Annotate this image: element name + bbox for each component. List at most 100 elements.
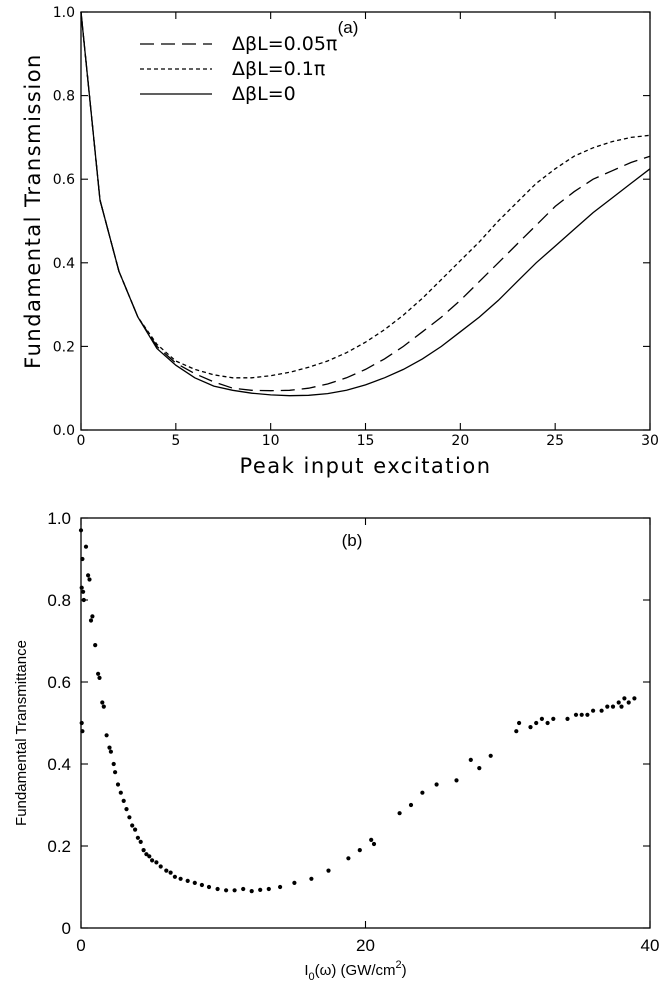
data-point [224,888,229,893]
data-point [100,700,105,705]
data-point [172,874,177,879]
data-point [97,675,102,681]
panel-b-y-tick-label: 0.6 [47,673,71,692]
data-point [185,878,190,884]
data-point [96,671,101,676]
data-point [539,716,545,722]
x-title-main: I [304,962,308,979]
data-point [107,745,112,750]
panel-a-x-tick-label: 25 [546,433,564,449]
data-point [420,790,425,795]
data-point [90,614,95,619]
data-point [115,782,121,787]
data-point [585,712,590,717]
data-point [141,848,146,853]
data-point [78,528,84,533]
data-point [371,841,377,847]
data-point [118,790,123,795]
data-point [357,848,362,853]
panel-b-x-tick-label: 0 [76,936,85,955]
data-point [79,585,84,590]
x-title-superscript: 2 [396,959,402,971]
data-point [111,761,116,767]
panel-b-y-tick-label: 0 [62,919,71,938]
panel-a-x-tick-label: 20 [451,433,469,449]
data-point [266,886,271,892]
data-point [534,720,539,726]
panel-b-x-tick-label: 40 [641,936,660,955]
panel-b-x-tick-label: 20 [356,936,375,955]
data-point [168,870,173,875]
panel-a-x-tick-label: 15 [357,433,375,449]
data-point [164,868,169,873]
data-point [622,696,627,701]
panel-a-legend: ΔβL=0.05π ΔβL=0.1π ΔβL=0 [140,33,337,105]
panel-b-y-tick-label: 0.8 [47,591,71,610]
data-point [468,757,473,763]
data-point [88,618,94,623]
data-point [147,854,152,859]
data-point [605,704,610,709]
panel-a-series-line-dotted [80,11,651,379]
data-point [79,720,84,726]
data-point [632,696,637,701]
data-point [616,700,621,705]
data-point [591,708,596,713]
x-title-subscript: 0 [309,971,315,983]
data-point [80,556,85,562]
data-point [83,544,89,549]
panel-a-x-axis-title: Peak input excitation [239,454,491,478]
data-point [101,704,106,709]
data-point [579,712,584,717]
panel-b-y-axis-title: Fundamental Transmittance [13,640,30,826]
data-point [408,802,414,808]
x-title-end: ) [402,962,407,979]
data-point [178,876,183,881]
legend-label: ΔβL=0 [232,83,296,105]
panel-b-points [78,528,637,894]
panel-a-y-axis-title: Fundamental Transmission [21,53,45,369]
data-point [309,876,314,881]
data-point [477,766,482,771]
data-point [108,749,113,754]
panel-a-y-tick-label: 0.0 [53,423,75,439]
data-point [130,823,135,828]
legend-label: ΔβL=0.1π [232,58,325,80]
data-point [104,733,109,738]
data-point [528,725,533,730]
panel-b-x-ticks: 0 20 40 [76,518,659,955]
panel-a-x-tick-label: 0 [77,433,86,449]
data-point [150,858,155,863]
data-point [113,770,118,775]
panel-a-label: (a) [338,18,359,37]
panel-a-y-tick-label: 0.8 [53,89,75,105]
panel-a-frame [80,11,651,431]
data-point [241,886,246,892]
data-point [87,577,92,582]
data-point [154,860,159,865]
data-point [86,573,91,578]
data-point [626,700,631,705]
panel-b-label: (b) [342,531,363,550]
data-point [258,887,263,893]
data-point [206,884,212,890]
data-point [249,889,254,894]
data-point [93,643,98,648]
panel-a-x-tick-label: 30 [641,433,659,449]
data-point [292,880,297,886]
panel-a-x-ticks: 0 5 10 15 20 25 30 [77,12,659,449]
data-point [573,712,579,717]
panel-a-x-tick-label: 10 [262,433,280,449]
panel-b-x-axis-title: I0(ω) (GW/cm2) [304,959,406,983]
data-point [551,716,556,722]
panel-a: 0 5 10 15 20 25 30 0.0 0.2 0.4 0.6 0.8 1.0 Peak inp… [21,5,659,478]
panel-a-series-line-solid [80,11,651,397]
data-point [397,811,402,816]
data-point [121,798,126,804]
data-point [133,827,138,832]
data-point [232,888,237,893]
data-point [124,807,129,812]
panel-a-x-tick-label: 5 [171,433,180,449]
panel-b-y-tick-label: 1.0 [47,509,71,528]
